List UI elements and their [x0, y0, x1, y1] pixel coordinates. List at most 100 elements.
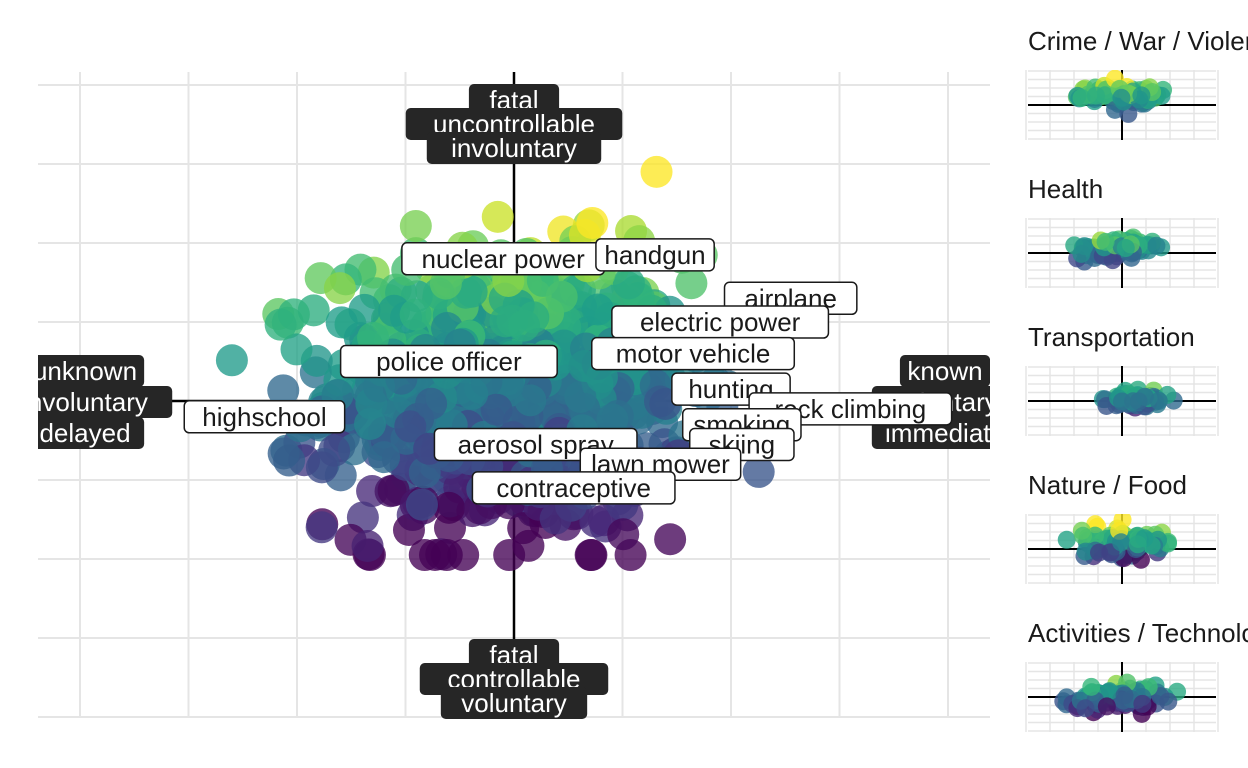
- data-point: [323, 272, 356, 305]
- item-label-box: [183, 400, 346, 434]
- mini-data-point: [1090, 543, 1109, 562]
- pole-label-bottom: voluntary: [440, 687, 588, 719]
- item-label: nuclear power: [401, 242, 606, 276]
- mini-data-point: [1072, 244, 1091, 263]
- mini-points: [1093, 380, 1183, 417]
- mini-data-point: [1159, 692, 1178, 711]
- data-point: [675, 267, 708, 300]
- main-scatter-plot: fataluncontrollableinvoluntaryfatalcontr…: [22, 72, 990, 719]
- pole-label-right-box: [899, 355, 990, 387]
- data-point: [539, 502, 572, 535]
- pole-label-left-text: unknown: [33, 356, 137, 386]
- mini-points: [1065, 228, 1171, 271]
- panel-title-transportation: Transportation: [1028, 322, 1195, 352]
- pole-label-left-box: [38, 355, 145, 387]
- mini-data-point: [1112, 88, 1131, 107]
- mini-data-point: [1097, 697, 1116, 716]
- mini-data-point: [1116, 239, 1135, 258]
- pole-label-right-text: known: [907, 356, 982, 386]
- item-label-text: contraceptive: [496, 473, 651, 503]
- pole-label-left-text: involuntary: [22, 387, 148, 417]
- mini-plot-activities-technology: [1025, 662, 1219, 732]
- pole-label-left: delayed: [38, 417, 145, 449]
- panel-title-health: Health: [1028, 174, 1104, 204]
- item-label-text: motor vehicle: [616, 339, 771, 369]
- mini-data-point: [1112, 533, 1131, 552]
- mini-data-point: [1149, 391, 1168, 410]
- pole-label-right: known: [899, 355, 990, 387]
- mini-data-point: [1132, 86, 1151, 105]
- mini-data-point: [1112, 392, 1131, 411]
- data-point: [480, 393, 513, 426]
- item-label-text: police officer: [376, 347, 522, 377]
- item-label-text: electric power: [640, 307, 801, 337]
- mini-data-point: [1096, 232, 1115, 251]
- mini-data-point: [1135, 387, 1154, 406]
- data-point: [742, 455, 775, 488]
- mini-data-point: [1133, 694, 1152, 713]
- item-label: police officer: [339, 344, 558, 379]
- data-point: [456, 377, 489, 410]
- pole-label-left: involuntary: [22, 386, 173, 418]
- pole-label-top-box: [426, 132, 602, 164]
- mini-data-point: [1082, 677, 1101, 696]
- pole-label-bottom-box: [440, 687, 588, 719]
- mini-data-point: [1072, 88, 1091, 107]
- mini-points: [1054, 673, 1187, 723]
- data-point: [607, 518, 640, 551]
- data-point: [325, 306, 358, 339]
- data-point: [394, 410, 427, 443]
- pole-label-left-box: [38, 417, 145, 449]
- item-label: electric power: [611, 305, 830, 339]
- mini-plot-nature-food: [1025, 514, 1219, 584]
- mini-data-point: [1100, 682, 1119, 701]
- data-point: [654, 523, 687, 556]
- pole-label-left-box: [38, 386, 173, 418]
- mini-data-point: [1076, 542, 1095, 561]
- item-label: highschool: [183, 400, 346, 434]
- item-label-box: [471, 471, 676, 505]
- item-label: contraceptive: [471, 471, 676, 505]
- item-label-text: highschool: [202, 402, 326, 432]
- mini-points: [1067, 70, 1173, 123]
- item-label-box: [591, 336, 796, 371]
- item-label-box: [595, 238, 715, 272]
- panel-title-crime: Crime / War / Violence: [1028, 26, 1248, 56]
- pole-label-left-text: delayed: [39, 418, 130, 448]
- data-point: [273, 444, 306, 477]
- data-point: [354, 408, 387, 441]
- data-point: [514, 384, 547, 417]
- data-point: [576, 206, 609, 239]
- data-point: [215, 344, 248, 377]
- data-point: [612, 267, 645, 300]
- mini-plot-transportation: [1025, 366, 1219, 436]
- panel-title-activities-technology: Activities / Technology: [1028, 618, 1248, 648]
- data-point: [545, 280, 578, 313]
- data-point: [305, 451, 338, 484]
- item-label-text: nuclear power: [421, 244, 585, 274]
- data-point: [596, 403, 629, 436]
- mini-data-point: [1076, 699, 1095, 718]
- data-point: [433, 491, 466, 524]
- item-label: motor vehicle: [591, 336, 796, 371]
- data-point: [430, 539, 463, 572]
- mini-data-point: [1086, 86, 1105, 105]
- data-point: [408, 539, 441, 572]
- data-point: [280, 333, 313, 366]
- mini-plot-crime: [1025, 70, 1219, 140]
- data-point: [581, 293, 614, 326]
- data-point: [399, 209, 432, 242]
- data-point: [363, 370, 396, 403]
- data-point: [305, 511, 338, 544]
- data-point: [508, 309, 541, 342]
- data-point: [575, 539, 608, 572]
- panel-title-nature-food: Nature / Food: [1028, 470, 1187, 500]
- data-point: [512, 529, 545, 562]
- data-point: [481, 200, 514, 233]
- data-point: [399, 298, 432, 331]
- pole-label-left: unknown: [33, 355, 145, 387]
- pole-label-top-text: involuntary: [451, 133, 577, 163]
- item-label-box: [339, 344, 558, 379]
- data-point: [405, 488, 438, 521]
